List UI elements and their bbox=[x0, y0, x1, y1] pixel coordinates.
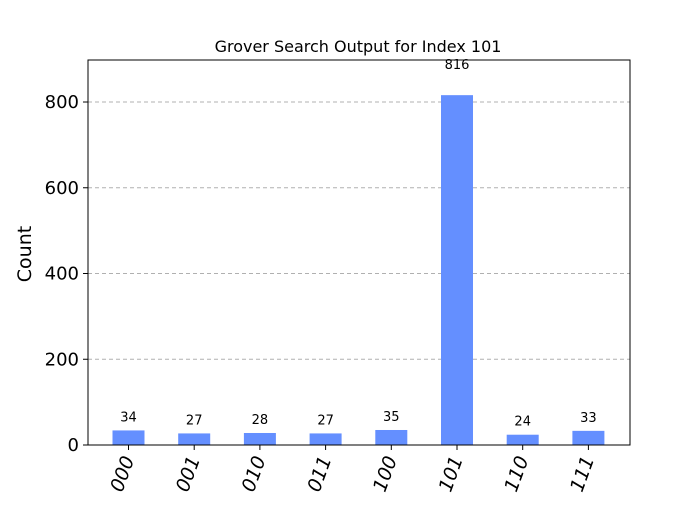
y-tick-label: 800 bbox=[45, 92, 79, 113]
bar-110 bbox=[506, 434, 539, 445]
x-tick-label-101: 101 bbox=[435, 453, 468, 495]
y-tick-label: 200 bbox=[45, 349, 79, 370]
x-tick-label-000: 000 bbox=[106, 453, 139, 495]
data-label-011: 27 bbox=[317, 413, 334, 428]
data-labels: 34 27 28 27 35 816 24 33 bbox=[120, 58, 596, 430]
data-label-111: 33 bbox=[580, 411, 597, 426]
bar-101 bbox=[441, 95, 473, 446]
plot-area-frame bbox=[87, 59, 631, 446]
bar-100 bbox=[375, 429, 408, 445]
x-tick-label-111: 111 bbox=[566, 453, 599, 495]
x-tick-label-100: 100 bbox=[369, 453, 402, 495]
x-tick-label-010: 010 bbox=[238, 453, 271, 495]
data-label-110: 24 bbox=[514, 415, 531, 430]
y-tick-label: 0 bbox=[68, 435, 79, 456]
x-tick-label-011: 011 bbox=[303, 453, 336, 495]
bar-001 bbox=[178, 433, 211, 445]
bar-111 bbox=[572, 430, 605, 445]
chart-title: Grover Search Output for Index 101 bbox=[215, 37, 502, 56]
y-axis-ticks: 0 200 400 600 800 bbox=[45, 92, 88, 456]
y-axis-label: Count bbox=[14, 226, 36, 282]
y-tick-label: 400 bbox=[45, 264, 79, 285]
grid-lines bbox=[88, 101, 630, 360]
bar-000 bbox=[112, 430, 145, 445]
data-label-010: 28 bbox=[252, 413, 269, 428]
bar-010 bbox=[243, 432, 276, 445]
data-label-100: 35 bbox=[383, 410, 400, 425]
x-tick-label-001: 001 bbox=[172, 453, 205, 495]
x-axis-ticks: 000 001 010 011 100 101 110 111 bbox=[106, 445, 599, 495]
y-tick-label: 600 bbox=[45, 178, 79, 199]
data-label-101: 816 bbox=[445, 58, 470, 73]
data-label-001: 27 bbox=[186, 413, 203, 428]
x-tick-label-110: 110 bbox=[500, 453, 533, 495]
bars bbox=[112, 95, 605, 446]
bar-011 bbox=[309, 433, 342, 445]
data-label-000: 34 bbox=[120, 410, 137, 425]
